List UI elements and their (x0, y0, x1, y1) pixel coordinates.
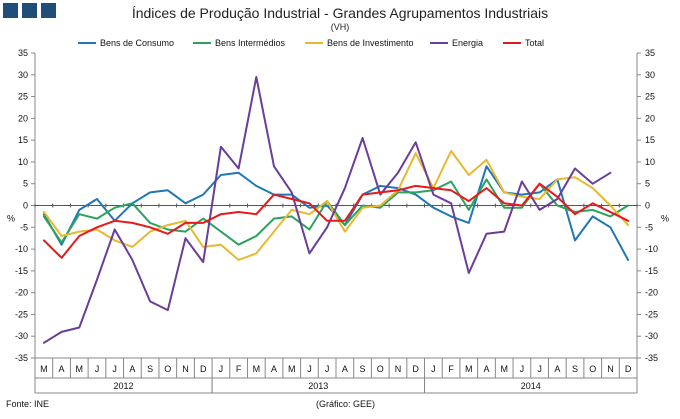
y-tick-label-right: 30 (645, 70, 655, 80)
series-line-bens-intermedios (42, 178, 630, 246)
y-tick-label-left: 5 (23, 179, 28, 189)
legend-item-bens-consumo: Bens de Consumo (78, 38, 174, 48)
x-tick-label: M (500, 364, 508, 374)
x-tick-label: J (431, 364, 436, 374)
source-note: Fonte: INE (6, 399, 50, 409)
y-tick-label-right: 20 (645, 113, 655, 123)
x-tick-label: F (448, 364, 454, 374)
x-tick-label: A (59, 364, 65, 374)
y-tick-label-right: -35 (645, 353, 658, 363)
x-tick-label: S (147, 364, 153, 374)
y-tick-label-right: -20 (645, 288, 658, 298)
y-axis-label-left: % (7, 214, 15, 224)
series-line-energia (42, 76, 612, 344)
y-tick-label-right: 35 (645, 48, 655, 58)
x-tick-label: A (554, 364, 560, 374)
y-tick-label-right: -15 (645, 266, 658, 276)
graphic-note: (Gráfico: GEE) (316, 399, 376, 409)
y-tick-label-right: -5 (645, 222, 653, 232)
x-tick-label: A (129, 364, 135, 374)
y-tick-label-left: 0 (23, 201, 28, 211)
x-tick-label: J (325, 364, 330, 374)
legend-item-bens-investimento: Bens de Investimento (305, 38, 414, 48)
y-tick-label-right: -30 (645, 331, 658, 341)
y-tick-label-left: -35 (15, 353, 28, 363)
x-tick-label: D (625, 364, 632, 374)
x-tick-label: J (537, 364, 542, 374)
logo-block (41, 3, 56, 18)
legend-label: Bens de Consumo (100, 38, 175, 48)
x-tick-label: J (520, 364, 525, 374)
legend-label: Total (525, 38, 545, 48)
x-tick-label: A (342, 364, 348, 374)
y-tick-label-left: -5 (20, 222, 28, 232)
x-tick-label: J (307, 364, 312, 374)
y-tick-label-right: 25 (645, 92, 655, 102)
logo-block (22, 3, 37, 18)
legend-label: Bens Intermédios (215, 38, 286, 48)
y-tick-label-left: -20 (15, 288, 28, 298)
x-tick-label: A (271, 364, 277, 374)
y-tick-label-left: -10 (15, 244, 28, 254)
x-tick-label: N (607, 364, 614, 374)
x-tick-label: N (395, 364, 402, 374)
x-tick-label: M (465, 364, 473, 374)
logo-block (3, 3, 18, 18)
x-tick-label: O (589, 364, 596, 374)
x-tick-label: M (40, 364, 48, 374)
x-tick-label: D (412, 364, 419, 374)
x-tick-label: F (236, 364, 242, 374)
year-label: 2014 (521, 381, 541, 391)
x-tick-label: O (377, 364, 384, 374)
y-tick-label-left: 25 (18, 92, 28, 102)
x-tick-label: S (572, 364, 578, 374)
x-tick-label: D (200, 364, 207, 374)
series-line-bens-de-investimento (42, 150, 630, 261)
y-tick-label-left: -30 (15, 331, 28, 341)
chart-title: Índices de Produção Industrial - Grandes… (131, 5, 549, 21)
y-axis-label-right: % (661, 214, 669, 224)
legend-swatch (430, 41, 448, 44)
y-tick-label-right: 15 (645, 135, 655, 145)
x-tick-label: J (95, 364, 100, 374)
legend-swatch (78, 41, 96, 44)
chart-legend: Bens de Consumo Bens Intermédios Bens de… (0, 38, 680, 52)
x-tick-label: M (253, 364, 261, 374)
legend-swatch (193, 41, 211, 44)
y-tick-label-left: 35 (18, 48, 28, 58)
x-tick-label: O (164, 364, 171, 374)
y-tick-label-right: -25 (645, 309, 658, 319)
y-tick-label-left: 15 (18, 135, 28, 145)
y-tick-label-left: -15 (15, 266, 28, 276)
y-tick-label-right: 0 (645, 201, 650, 211)
chart-subtitle: (VH) (330, 22, 350, 32)
x-tick-label: N (182, 364, 189, 374)
legend-swatch (503, 41, 521, 44)
legend-label: Energia (452, 38, 484, 48)
y-tick-label-left: 30 (18, 70, 28, 80)
y-tick-label-left: -25 (15, 309, 28, 319)
year-label: 2012 (114, 381, 134, 391)
y-tick-label-right: 10 (645, 157, 655, 167)
legend-label: Bens de Investimento (327, 38, 414, 48)
x-tick-label: J (112, 364, 117, 374)
y-tick-label-right: -10 (645, 244, 658, 254)
x-tick-label: A (483, 364, 489, 374)
y-tick-label-left: 10 (18, 157, 28, 167)
series-line-total (42, 182, 630, 259)
legend-item-energia: Energia (430, 38, 483, 48)
x-tick-label: J (219, 364, 224, 374)
legend-item-bens-intermedios: Bens Intermédios (193, 38, 285, 48)
y-tick-label-left: 20 (18, 113, 28, 123)
x-tick-label: M (288, 364, 296, 374)
year-label: 2013 (308, 381, 328, 391)
legend-swatch (305, 41, 323, 44)
legend-item-total: Total (503, 38, 544, 48)
x-tick-label: S (360, 364, 366, 374)
y-tick-label-right: 5 (645, 179, 650, 189)
x-tick-label: M (76, 364, 84, 374)
